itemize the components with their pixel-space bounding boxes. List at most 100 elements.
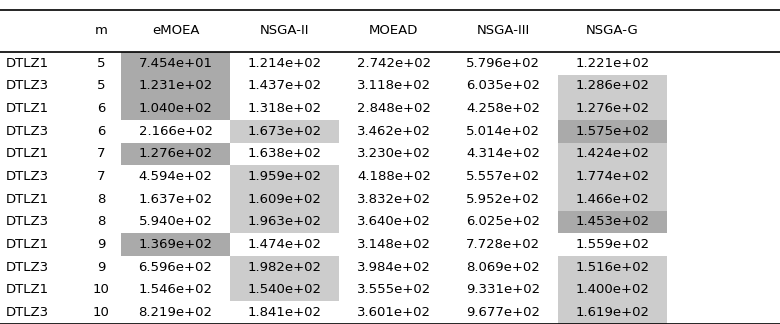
Text: 10: 10 bbox=[93, 306, 110, 319]
Bar bbox=[558, 143, 667, 165]
Text: 1.369e+02: 1.369e+02 bbox=[139, 238, 212, 251]
Text: 1.474e+02: 1.474e+02 bbox=[248, 238, 321, 251]
Text: 4.258e+02: 4.258e+02 bbox=[466, 102, 540, 115]
Bar bbox=[121, 143, 230, 165]
Bar bbox=[558, 120, 667, 143]
Text: DTLZ1: DTLZ1 bbox=[6, 238, 49, 251]
Bar bbox=[558, 211, 667, 233]
Text: 3.462e+02: 3.462e+02 bbox=[357, 125, 431, 138]
Text: 9: 9 bbox=[98, 261, 105, 274]
Text: 1.609e+02: 1.609e+02 bbox=[248, 193, 321, 206]
Text: 10: 10 bbox=[93, 284, 110, 296]
Text: 1.774e+02: 1.774e+02 bbox=[575, 170, 650, 183]
Text: 3.984e+02: 3.984e+02 bbox=[357, 261, 431, 274]
Text: NSGA-G: NSGA-G bbox=[586, 24, 639, 37]
Text: DTLZ1: DTLZ1 bbox=[6, 193, 49, 206]
Text: 4.188e+02: 4.188e+02 bbox=[357, 170, 431, 183]
Text: 6.025e+02: 6.025e+02 bbox=[466, 215, 540, 228]
Text: 1.673e+02: 1.673e+02 bbox=[247, 125, 322, 138]
Text: 1.318e+02: 1.318e+02 bbox=[247, 102, 322, 115]
Text: 4.594e+02: 4.594e+02 bbox=[139, 170, 212, 183]
Text: 1.619e+02: 1.619e+02 bbox=[576, 306, 649, 319]
Text: 5: 5 bbox=[98, 57, 105, 70]
Text: 1.841e+02: 1.841e+02 bbox=[248, 306, 321, 319]
Text: 6.035e+02: 6.035e+02 bbox=[466, 79, 540, 92]
Text: 1.546e+02: 1.546e+02 bbox=[139, 284, 212, 296]
Bar bbox=[121, 97, 230, 120]
Bar bbox=[558, 256, 667, 279]
Bar bbox=[230, 188, 339, 211]
Text: 1.982e+02: 1.982e+02 bbox=[248, 261, 321, 274]
Text: 1.516e+02: 1.516e+02 bbox=[575, 261, 650, 274]
Text: 9: 9 bbox=[98, 238, 105, 251]
Text: 1.963e+02: 1.963e+02 bbox=[248, 215, 321, 228]
Text: 1.466e+02: 1.466e+02 bbox=[576, 193, 649, 206]
Text: 2.742e+02: 2.742e+02 bbox=[356, 57, 431, 70]
Text: 2.166e+02: 2.166e+02 bbox=[139, 125, 212, 138]
Text: 3.832e+02: 3.832e+02 bbox=[356, 193, 431, 206]
Text: 3.555e+02: 3.555e+02 bbox=[356, 284, 431, 296]
Text: 8: 8 bbox=[98, 193, 105, 206]
Text: m: m bbox=[95, 24, 108, 37]
Text: 3.601e+02: 3.601e+02 bbox=[357, 306, 431, 319]
Text: 5: 5 bbox=[98, 79, 105, 92]
Bar bbox=[121, 52, 230, 75]
Text: 7.454e+01: 7.454e+01 bbox=[139, 57, 212, 70]
Text: 1.638e+02: 1.638e+02 bbox=[248, 147, 321, 160]
Text: 8: 8 bbox=[98, 215, 105, 228]
Text: 1.214e+02: 1.214e+02 bbox=[247, 57, 322, 70]
Text: 9.331e+02: 9.331e+02 bbox=[466, 284, 541, 296]
Bar bbox=[230, 165, 339, 188]
Text: 1.637e+02: 1.637e+02 bbox=[138, 193, 213, 206]
Text: 5.014e+02: 5.014e+02 bbox=[466, 125, 540, 138]
Bar bbox=[230, 120, 339, 143]
Text: NSGA-III: NSGA-III bbox=[477, 24, 530, 37]
Text: 1.040e+02: 1.040e+02 bbox=[139, 102, 212, 115]
Text: 8.219e+02: 8.219e+02 bbox=[139, 306, 212, 319]
Text: DTLZ1: DTLZ1 bbox=[6, 102, 49, 115]
Bar bbox=[558, 188, 667, 211]
Text: 6: 6 bbox=[98, 125, 105, 138]
Text: 1.231e+02: 1.231e+02 bbox=[138, 79, 213, 92]
Text: 1.559e+02: 1.559e+02 bbox=[575, 238, 650, 251]
Text: 1.959e+02: 1.959e+02 bbox=[248, 170, 321, 183]
Text: 5.952e+02: 5.952e+02 bbox=[466, 193, 541, 206]
Text: 3.640e+02: 3.640e+02 bbox=[357, 215, 431, 228]
Bar bbox=[230, 256, 339, 279]
Text: 7: 7 bbox=[98, 147, 105, 160]
Text: 5.940e+02: 5.940e+02 bbox=[139, 215, 212, 228]
Text: 1.221e+02: 1.221e+02 bbox=[575, 57, 650, 70]
Text: 1.575e+02: 1.575e+02 bbox=[575, 125, 650, 138]
Text: NSGA-II: NSGA-II bbox=[260, 24, 310, 37]
Bar bbox=[558, 301, 667, 324]
Text: 1.540e+02: 1.540e+02 bbox=[248, 284, 321, 296]
Text: DTLZ3: DTLZ3 bbox=[6, 79, 49, 92]
Bar bbox=[558, 75, 667, 97]
Text: DTLZ3: DTLZ3 bbox=[6, 170, 49, 183]
Text: 3.230e+02: 3.230e+02 bbox=[356, 147, 431, 160]
Text: DTLZ3: DTLZ3 bbox=[6, 125, 49, 138]
Text: 5.796e+02: 5.796e+02 bbox=[466, 57, 540, 70]
Text: 7.728e+02: 7.728e+02 bbox=[466, 238, 541, 251]
Text: DTLZ3: DTLZ3 bbox=[6, 215, 49, 228]
Text: 9.677e+02: 9.677e+02 bbox=[466, 306, 540, 319]
Text: DTLZ1: DTLZ1 bbox=[6, 147, 49, 160]
Text: DTLZ3: DTLZ3 bbox=[6, 306, 49, 319]
Bar bbox=[121, 233, 230, 256]
Text: 6.596e+02: 6.596e+02 bbox=[139, 261, 212, 274]
Text: 2.848e+02: 2.848e+02 bbox=[357, 102, 431, 115]
Text: DTLZ3: DTLZ3 bbox=[6, 261, 49, 274]
Text: 1.276e+02: 1.276e+02 bbox=[575, 102, 650, 115]
Text: 1.276e+02: 1.276e+02 bbox=[138, 147, 213, 160]
Text: 5.557e+02: 5.557e+02 bbox=[466, 170, 541, 183]
Text: DTLZ1: DTLZ1 bbox=[6, 284, 49, 296]
Text: 6: 6 bbox=[98, 102, 105, 115]
Text: 1.453e+02: 1.453e+02 bbox=[575, 215, 650, 228]
Bar bbox=[558, 165, 667, 188]
Text: MOEAD: MOEAD bbox=[369, 24, 419, 37]
Bar bbox=[558, 279, 667, 301]
Text: 1.286e+02: 1.286e+02 bbox=[576, 79, 649, 92]
Text: 1.400e+02: 1.400e+02 bbox=[576, 284, 649, 296]
Bar bbox=[230, 211, 339, 233]
Text: 8.069e+02: 8.069e+02 bbox=[466, 261, 540, 274]
